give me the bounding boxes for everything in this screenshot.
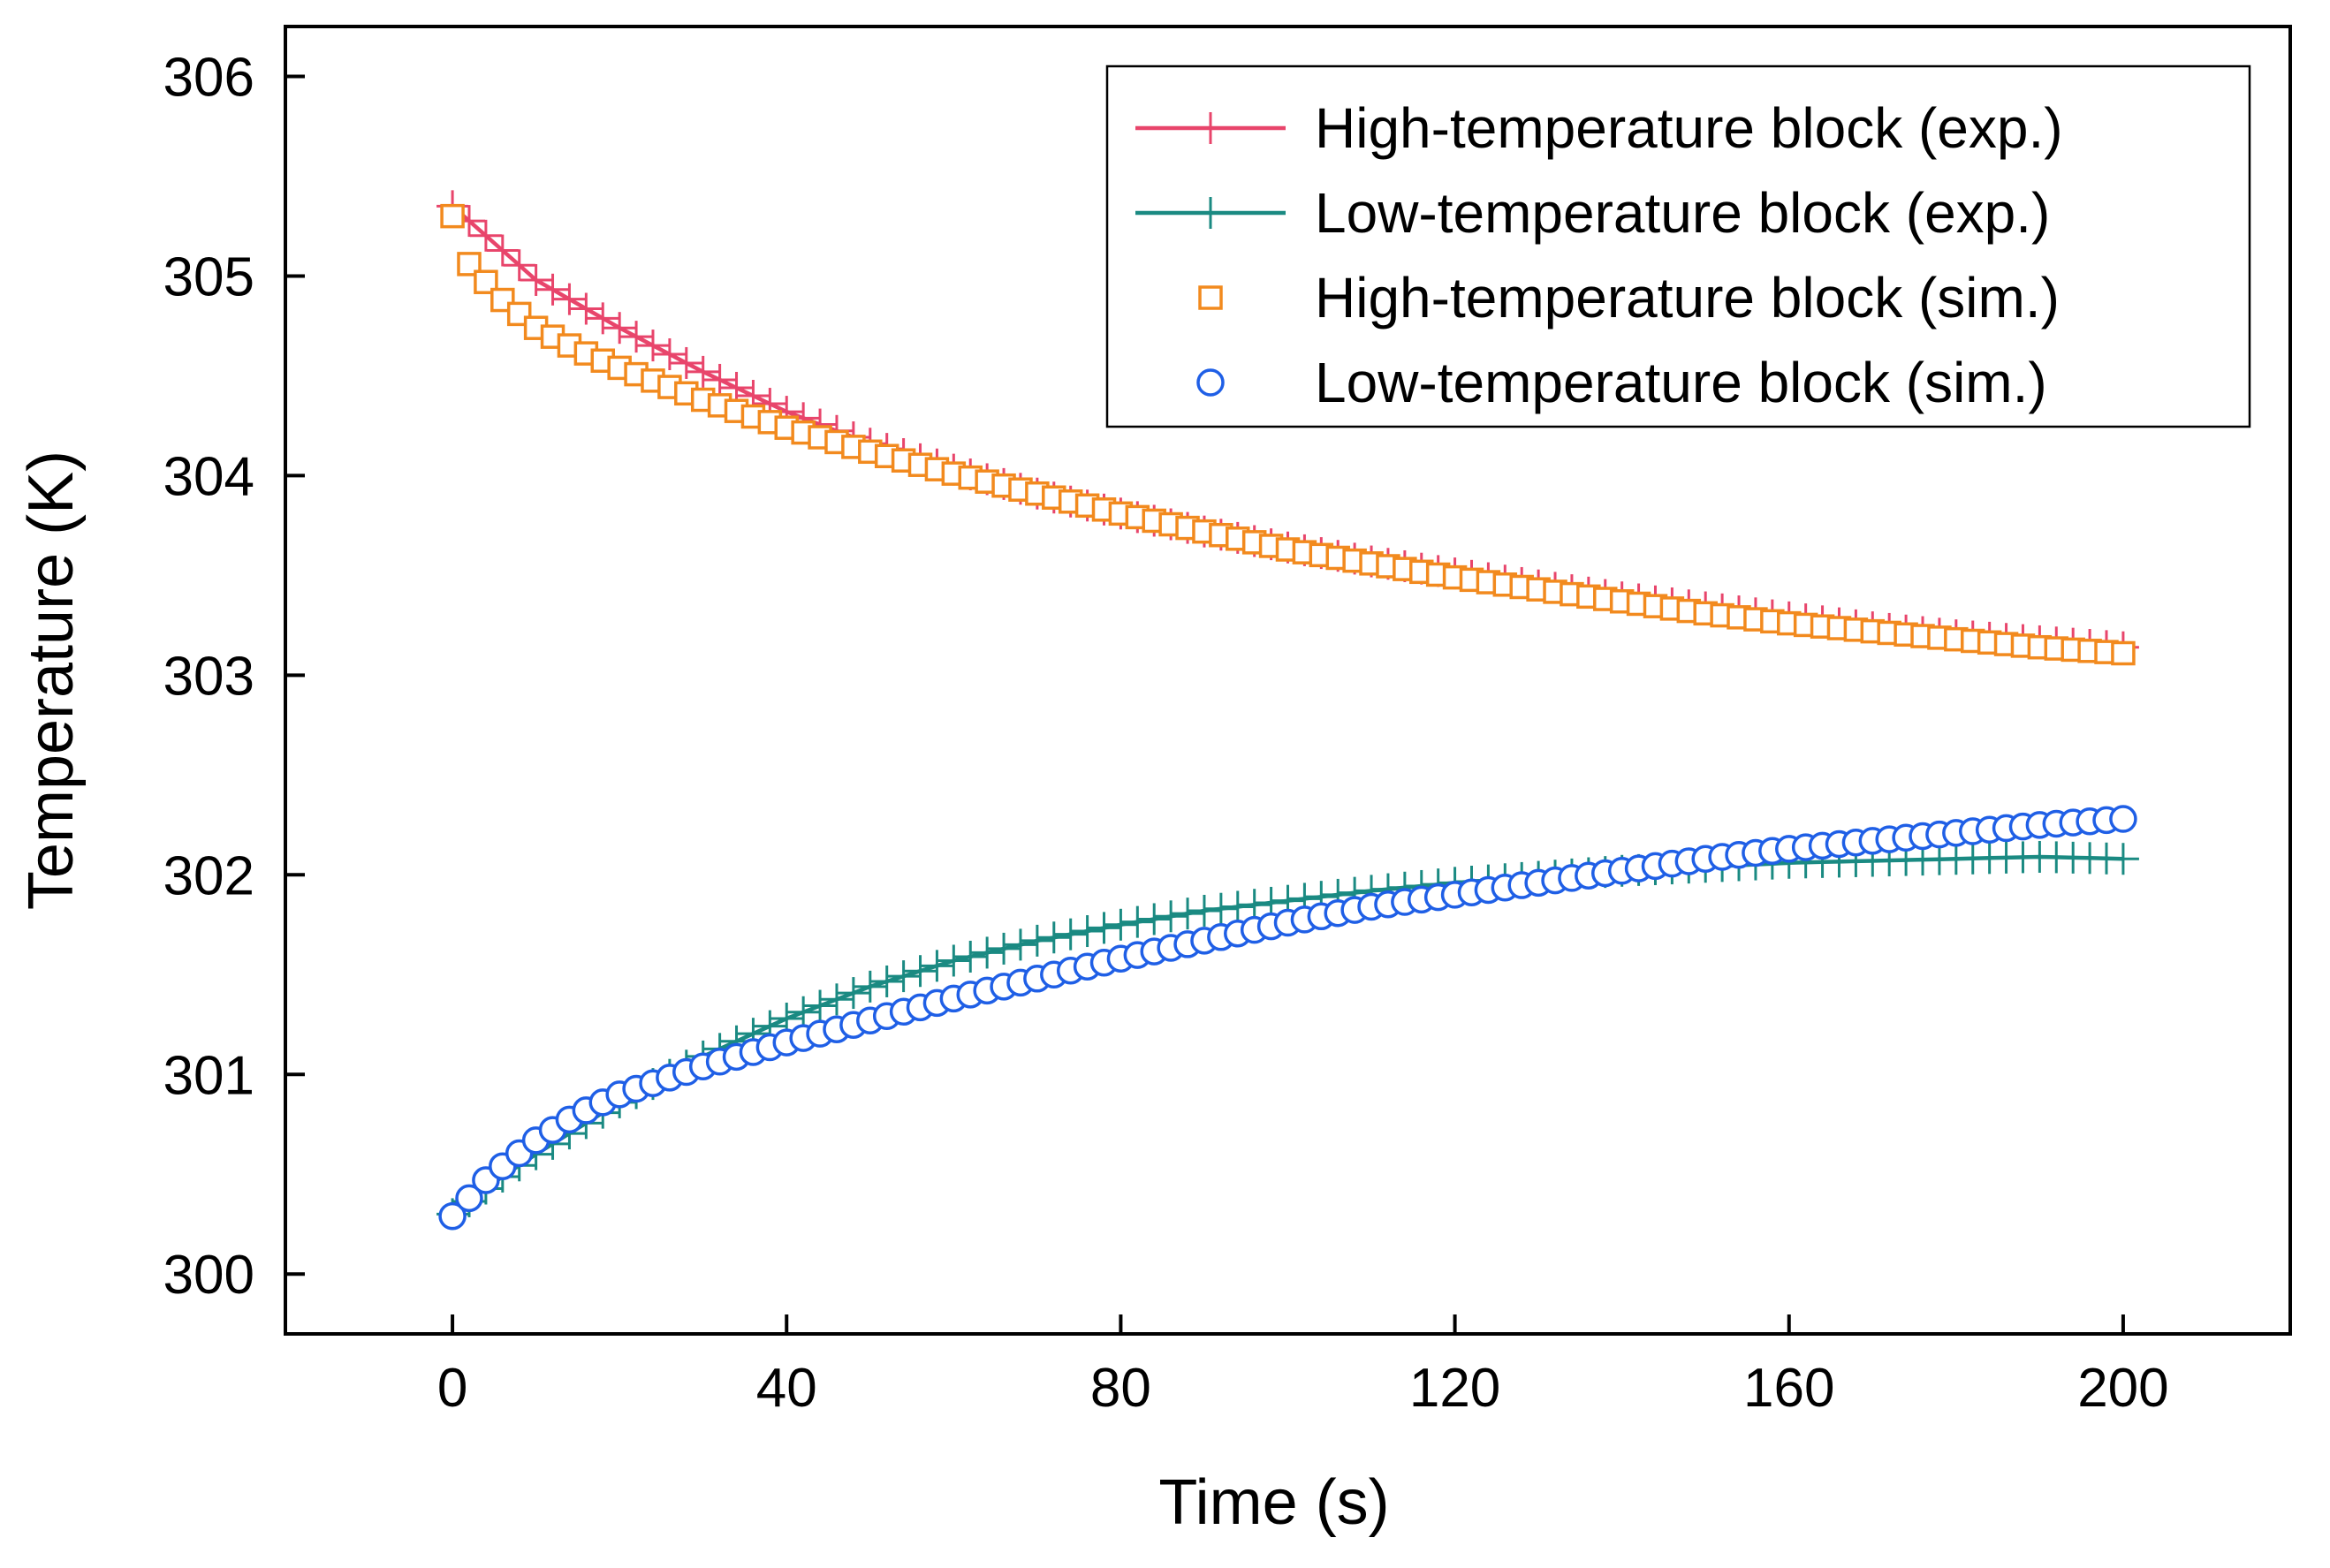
legend: High-temperature block (exp.) Low-temper… [1105,64,2251,428]
series-1 [436,840,2139,1231]
legend-square-symbol [1198,285,1223,310]
legend-frame [1105,64,2251,428]
x-tick-label: 120 [1409,1358,1500,1419]
data-point-circle [2109,805,2137,833]
data-point-circle [438,1201,467,1231]
plot-layer [436,190,2139,1231]
x-tick-label: 160 [1743,1358,1834,1419]
legend-label-high-sim: High-temperature block (sim.) [1315,266,2060,330]
y-tick-label: 301 [163,1045,254,1106]
legend-label-low-exp: Low-temperature block (exp.) [1315,181,2050,245]
data-point-circle [455,1184,483,1213]
y-axis-title: Temperature (K) [16,451,87,910]
x-tick-label: 80 [1090,1358,1151,1419]
plot-frame [284,25,2292,1336]
series-3 [438,805,2137,1231]
y-tick-label: 304 [163,446,254,507]
y-tick-label: 303 [163,646,254,707]
x-tick-label: 0 [437,1358,467,1419]
legend-symbols [1135,112,1286,397]
y-tick-label: 306 [163,47,254,108]
y-axis: 300 301 302 303 304 305 306 [163,47,305,1306]
legend-circle-symbol [1196,368,1225,397]
y-tick-label: 305 [163,246,254,307]
data-point-square [457,252,482,276]
y-tick-label: 300 [163,1245,254,1306]
y-tick-label: 302 [163,845,254,906]
legend-label-low-sim: Low-temperature block (sim.) [1315,351,2047,414]
x-tick-label: 40 [756,1358,817,1419]
data-point-square [2111,640,2136,666]
series-2 [440,203,2136,666]
legend-label-high-exp: High-temperature block (exp.) [1315,96,2063,160]
x-axis-title: Time (s) [1158,1467,1389,1538]
x-axis: 0 40 80 120 160 200 [437,1314,2169,1419]
data-point-square [440,203,465,229]
x-tick-label: 200 [2077,1358,2168,1419]
